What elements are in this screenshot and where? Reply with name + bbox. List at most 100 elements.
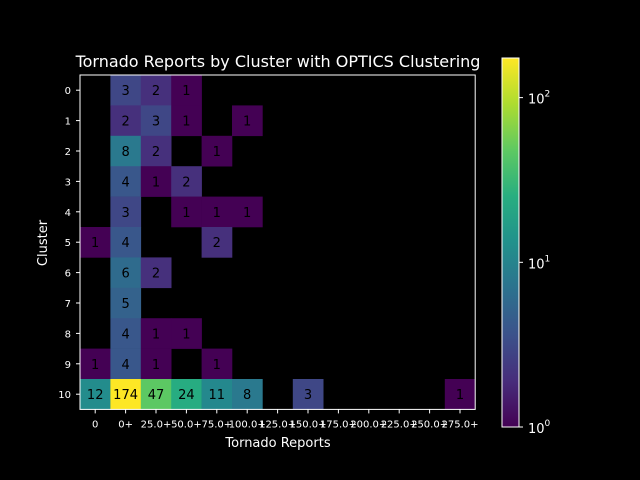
y-tick-label: 6 <box>65 269 71 280</box>
cell-value-label: 2 <box>152 145 160 160</box>
heatmap-cell <box>80 227 111 258</box>
heatmap-cell <box>232 379 263 410</box>
heatmap-cell <box>201 348 233 380</box>
cell-value-label: 11 <box>209 388 226 403</box>
x-tick-label: 125.0+ <box>259 419 296 430</box>
x-axis-ticks: 0 0+ 25.0+ 50.0+ 75.0+100.0+125.0+150.0+175.… <box>92 409 479 430</box>
heatmap-cell <box>171 379 202 410</box>
heatmap-cell <box>110 318 142 349</box>
colorbar-gradient <box>501 57 520 428</box>
heatmap-cell <box>140 105 172 137</box>
cell-value-label: 3 <box>304 388 312 403</box>
cell-value-label: 1 <box>152 327 160 342</box>
y-axis-label: Cluster <box>36 219 51 266</box>
heatmap-cell <box>80 379 111 410</box>
heatmap-cell <box>232 196 263 228</box>
y-tick-label: 2 <box>65 147 71 158</box>
heatmap-cell <box>201 196 233 228</box>
cell-value-label: 1 <box>243 206 251 221</box>
cell-value-label: 1 <box>213 206 221 221</box>
heatmap-cell <box>110 196 142 228</box>
cell-value-label: 6 <box>121 267 129 282</box>
y-tick-label: 7 <box>65 299 71 310</box>
cell-value-label: 1 <box>213 145 221 160</box>
heatmap-cell <box>201 227 233 258</box>
y-tick-label: 10 <box>58 390 71 401</box>
heatmap-cell <box>140 318 172 349</box>
heatmap-cell <box>110 348 142 380</box>
heatmap-cell <box>110 105 142 137</box>
y-tick-label: 0 <box>65 86 71 97</box>
heatmap-cell <box>140 135 172 167</box>
cell-value-label: 1 <box>182 327 190 342</box>
cell-value-label: 174 <box>113 388 138 403</box>
cell-value-label: 1 <box>456 388 464 403</box>
y-tick-label: 1 <box>65 117 71 128</box>
x-tick-label: 175.0+ <box>320 419 357 430</box>
x-tick-label: 50.0+ <box>171 419 202 430</box>
cell-value-label: 3 <box>152 115 160 130</box>
heatmap-cell <box>171 75 202 106</box>
cell-value-label: 4 <box>121 327 129 342</box>
chart-title: Tornado Reports by Cluster with OPTICS C… <box>75 52 481 71</box>
heatmap-cell <box>140 257 172 289</box>
heatmap-cell <box>110 287 142 319</box>
heatmap-cell <box>140 166 172 197</box>
heatmap-cell <box>201 379 233 410</box>
cell-value-label: 24 <box>178 388 195 403</box>
y-axis-ticks: 0 1 2 3 4 5 6 7 8 9 10 <box>58 86 80 401</box>
colorbar-tick-label: 102 <box>528 90 550 108</box>
y-tick-label: 5 <box>65 238 71 249</box>
cell-value-label: 1 <box>182 84 190 99</box>
heatmap-cell <box>110 379 142 410</box>
y-tick-label: 9 <box>65 360 71 371</box>
heatmap-cell <box>140 348 172 380</box>
cell-value-label: 1 <box>152 175 160 190</box>
heatmap-cell <box>171 318 202 349</box>
cell-value-label: 2 <box>152 267 160 282</box>
heatmap-cell <box>80 348 111 380</box>
cell-value-label: 4 <box>121 358 129 373</box>
cell-value-label: 1 <box>213 358 221 373</box>
x-tick-label: 75.0+ <box>201 419 232 430</box>
cell-value-label: 4 <box>121 175 129 190</box>
x-tick-label: 100.0+ <box>229 419 266 430</box>
cell-value-label: 8 <box>243 388 251 403</box>
colorbar-tick-label: 101 <box>528 254 550 272</box>
heatmap-cell <box>110 227 142 258</box>
heatmap-cell <box>110 257 142 289</box>
heatmap-cell <box>140 379 172 410</box>
cell-value-label: 2 <box>152 84 160 99</box>
cell-value-label: 1 <box>182 115 190 130</box>
y-tick-label: 8 <box>65 329 71 340</box>
cell-value-label: 47 <box>148 388 165 403</box>
x-tick-label: 200.0+ <box>350 419 387 430</box>
heatmap-cell <box>171 105 202 137</box>
x-tick-label: 275.0+ <box>441 419 478 430</box>
cell-value-label: 8 <box>121 145 129 160</box>
cell-value-label: 12 <box>87 388 104 403</box>
cell-value-label: 3 <box>121 84 129 99</box>
x-axis-label: Tornado Reports <box>224 436 330 451</box>
x-tick-label: 225.0+ <box>381 419 418 430</box>
heatmap-cell <box>201 135 233 167</box>
colorbar-tick-label: 100 <box>528 419 551 437</box>
x-tick-label: 250.0+ <box>411 419 448 430</box>
heatmap-cell <box>140 75 172 106</box>
heatmap-cell <box>110 135 142 167</box>
cell-value-label: 3 <box>121 206 129 221</box>
heatmap-cell <box>110 166 142 197</box>
cell-value-label: 4 <box>121 236 129 251</box>
x-tick-label: 150.0+ <box>289 419 326 430</box>
heatmap-cell <box>232 105 263 137</box>
cell-value-label: 1 <box>243 115 251 130</box>
heatmap-cell <box>110 75 142 106</box>
cell-value-label: 5 <box>121 297 129 312</box>
x-tick-label: 0 <box>92 419 98 430</box>
cell-value-label: 1 <box>91 358 99 373</box>
heatmap-cell <box>292 379 324 410</box>
y-tick-label: 3 <box>65 177 71 188</box>
cell-value-label: 2 <box>182 175 190 190</box>
y-tick-label: 4 <box>65 208 71 219</box>
